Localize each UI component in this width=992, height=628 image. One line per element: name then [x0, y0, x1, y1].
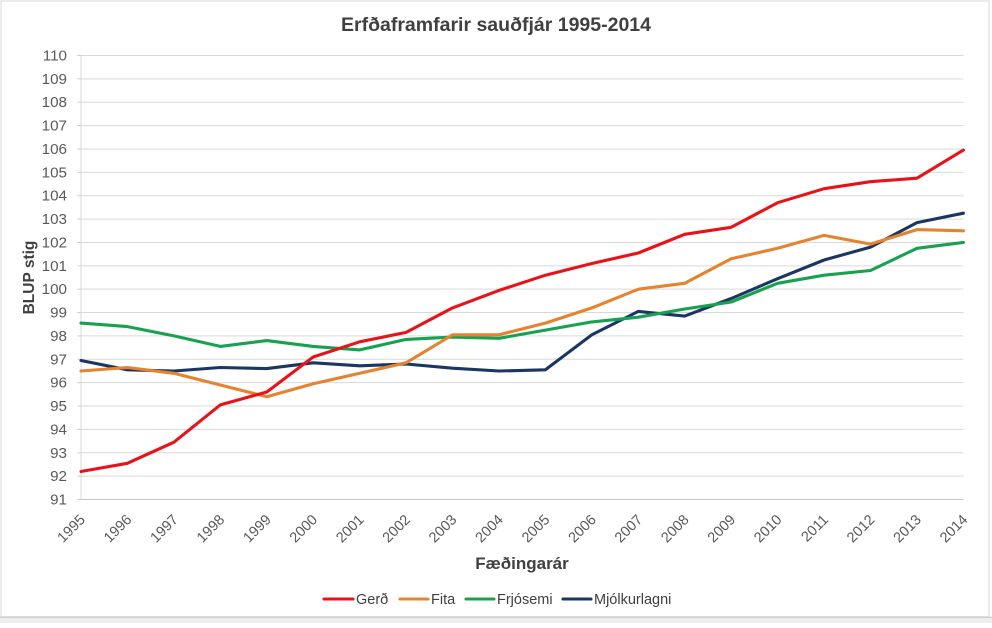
svg-text:Frjósemi: Frjósemi [497, 592, 553, 608]
svg-text:97: 97 [50, 351, 67, 368]
svg-text:93: 93 [50, 445, 67, 462]
svg-text:Erfðaframfarir sauðfjár 1995-2: Erfðaframfarir sauðfjár 1995-2014 [341, 14, 651, 36]
svg-text:109: 109 [42, 71, 67, 88]
svg-text:106: 106 [42, 141, 67, 158]
svg-text:98: 98 [50, 328, 67, 345]
svg-text:107: 107 [42, 118, 67, 135]
svg-text:103: 103 [42, 211, 67, 228]
svg-text:92: 92 [50, 468, 67, 485]
svg-text:Mjólkurlagni: Mjólkurlagni [594, 592, 671, 608]
svg-text:Fita: Fita [431, 592, 456, 608]
svg-text:104: 104 [42, 188, 67, 205]
svg-text:96: 96 [50, 375, 67, 392]
svg-text:Gerð: Gerð [356, 592, 388, 608]
svg-text:BLUP stig: BLUP stig [21, 241, 38, 315]
svg-text:102: 102 [42, 234, 67, 251]
svg-text:110: 110 [43, 48, 67, 65]
svg-text:94: 94 [50, 421, 67, 438]
svg-text:99: 99 [50, 305, 67, 322]
svg-text:105: 105 [42, 164, 67, 181]
svg-text:101: 101 [42, 258, 67, 275]
svg-text:91: 91 [50, 492, 67, 509]
svg-text:108: 108 [42, 94, 67, 111]
svg-text:95: 95 [50, 398, 67, 415]
svg-text:Fæðingarár: Fæðingarár [475, 554, 569, 573]
svg-text:100: 100 [42, 281, 67, 298]
